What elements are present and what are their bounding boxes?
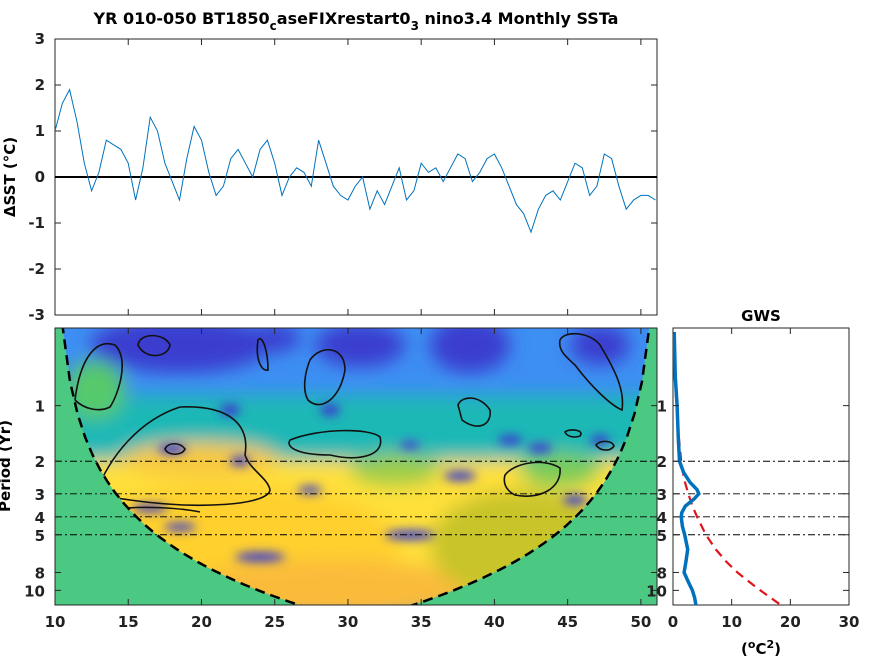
wavelet-xtick-label: 20 [191,613,212,631]
wavelet-ytick-label: 2 [35,453,45,471]
ts-ytick-label: 2 [35,76,45,94]
gws-ytick-label: 5 [657,527,667,545]
wavelet-xtick-labels: 10 15 20 25 30 35 40 45 50 [45,613,652,631]
gws-xlabel-part-1: ( [741,640,748,656]
gws-ytick-labels: 1 2 3 45 810 [646,398,667,601]
gws-xtick-label: 20 [780,613,801,631]
wavelet-xtick-label: 30 [338,613,359,631]
gws-xlabel-part-2: o [748,638,756,651]
wavelet-ytick-label: 1 [35,398,45,416]
gws-axes-box [672,327,850,606]
ts-ytick-label: 1 [35,122,45,140]
title-part-1: YR 010-050 BT1850 [93,9,270,28]
wavelet-ytick-label: 5 [35,527,45,545]
wavelet-xtick-label: 35 [411,613,432,631]
chart-title: YR 010-050 BT1850caseFIXrestart03 nino3.… [93,9,619,33]
title-part-2: c [270,19,277,33]
gws-title: GWS [741,307,781,325]
cone-of-influence-mask [55,328,657,605]
gws-ytick-label: 8 [657,564,667,582]
wavelet-ylabel: Period (Yr) [0,420,14,512]
ts-ytick-label: 0 [35,168,45,186]
wavelet-ytick-label: 8 [35,564,45,582]
gws-xtick-label: 30 [839,613,860,631]
ts-ytick-label: -2 [28,260,45,278]
timeseries-panel: 3 2 1 0 -1 -2 -3 ΔSST (°C) [1,30,658,324]
gws-reference-lines [673,460,849,536]
ts-ytick-label: -1 [28,214,45,232]
gws-xtick-labels: 0 10 20 30 [668,613,860,631]
wavelet-ytick-label: 10 [24,582,45,600]
gws-ytick-label: 2 [657,453,667,471]
gws-ticks [672,328,850,605]
timeseries-ytick-labels: 3 2 1 0 -1 -2 -3 [28,30,45,324]
wavelet-ytick-labels: 1 2 3 45 810 [24,398,45,601]
wavelet-xtick-label: 10 [45,613,66,631]
title-part-5: nino3.4 Monthly SSTa [419,9,619,28]
gws-power-curve [673,332,701,605]
gws-xtick-label: 0 [668,613,678,631]
sst-anomaly-line [55,88,656,234]
period-reference-lines [55,460,657,536]
gws-ytick-label: 10 [646,582,667,600]
wavelet-xtick-label: 25 [264,613,285,631]
gws-xlabel: (oC2) [741,638,781,656]
wavelet-xtick-label: 50 [630,613,651,631]
wavelet-ytick-label: 4 [35,509,45,527]
wavelet-axes-box [54,327,658,606]
wavelet-ytick-label: 3 [35,486,45,504]
gws-xlabel-part-4: 2 [766,638,774,651]
timeseries-ylabel: ΔSST (°C) [1,137,19,217]
wavelet-xtick-label: 40 [484,613,505,631]
gws-ytick-label: 3 [657,486,667,504]
gws-xlabel-part-5: ) [774,640,781,656]
gws-xtick-label: 10 [721,613,742,631]
cone-of-influence-line [61,328,651,605]
title-part-4: 3 [411,19,419,33]
ts-ytick-label: -3 [28,306,45,324]
title-part-3: aseFIXrestart0 [277,9,411,28]
wavelet-xtick-label: 15 [118,613,139,631]
gws-ytick-label: 1 [657,398,667,416]
gws-ytick-label: 4 [657,509,667,527]
ts-ytick-label: 3 [35,30,45,48]
wavelet-xtick-label: 45 [557,613,578,631]
gws-xlabel-part-3: C [755,640,766,656]
wavelet-ticks [54,328,657,605]
